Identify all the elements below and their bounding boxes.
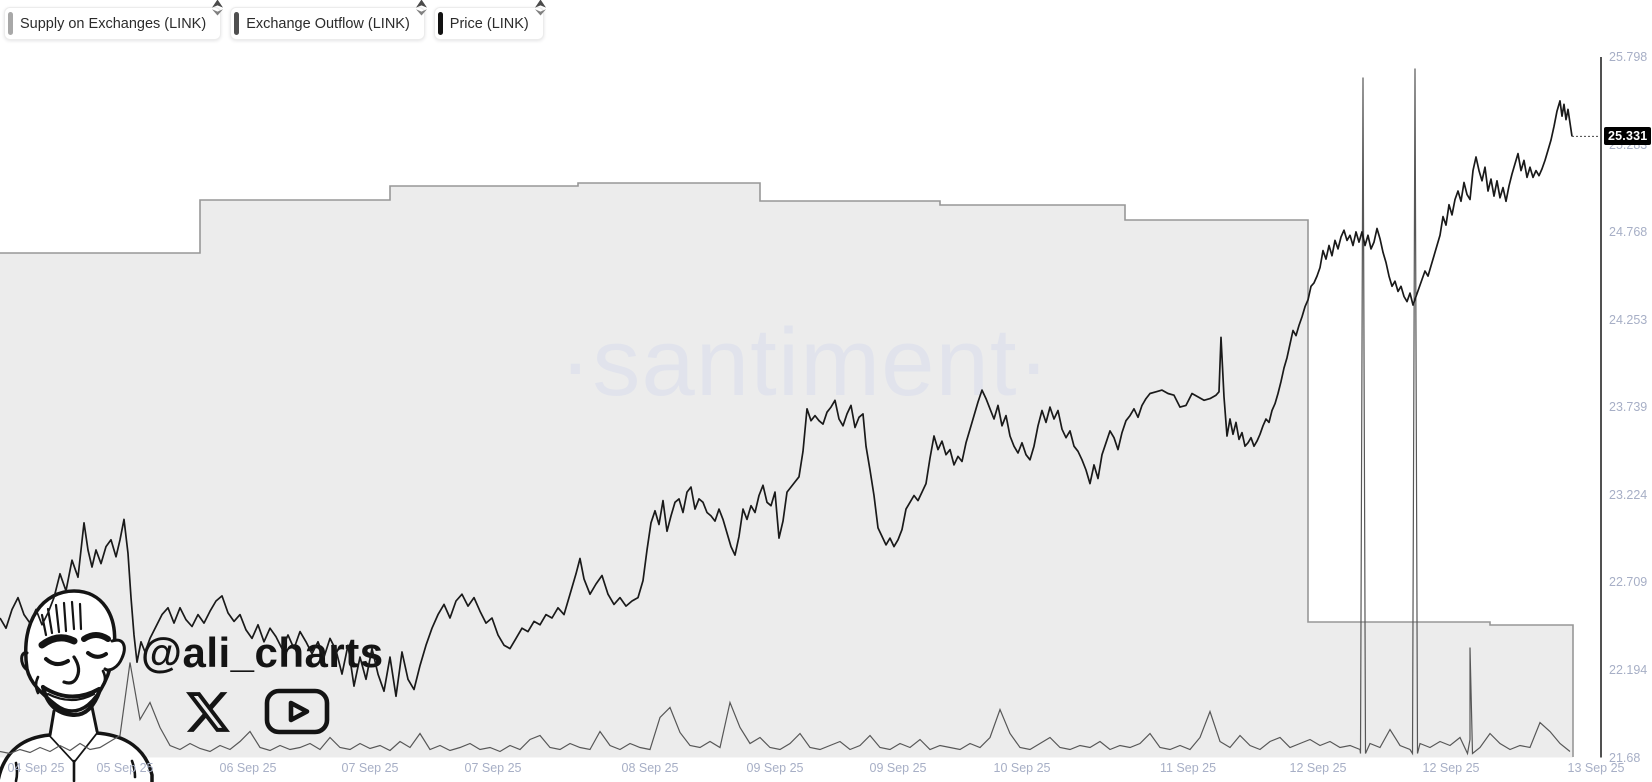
legend: Supply on Exchanges (LINK) Exchange Outf… [4,0,546,40]
chart-canvas[interactable] [0,44,1600,758]
outflow-series-color-bar [234,12,240,35]
y-axis-label: 23.739 [1609,400,1648,415]
y-axis-label: 22.194 [1609,662,1648,677]
x-axis-label: 05 Sep 25 [96,761,154,775]
x-axis-label: 12 Sep 25 [1289,761,1347,775]
x-axis-label: 10 Sep 25 [993,761,1051,775]
legend-label: Exchange Outflow (LINK) [246,15,410,32]
x-axis-label: 09 Sep 25 [869,761,927,775]
y-axis-label: 24.253 [1609,312,1648,327]
x-axis-label: 08 Sep 25 [621,761,679,775]
x-axis-label: 04 Sep 25 [7,761,65,775]
x-axis-label: 07 Sep 25 [341,761,399,775]
asset-diamond-icon [534,0,546,16]
x-axis-label: 09 Sep 25 [746,761,804,775]
legend-button-price[interactable]: Price (LINK) [433,0,546,40]
y-axis-label: 24.768 [1609,225,1648,240]
last-price-badge: 25.331 [1604,127,1652,145]
legend-button-exchange-outflow[interactable]: Exchange Outflow (LINK) [230,0,427,40]
legend-label: Price (LINK) [449,15,529,32]
price-series-color-bar [437,12,443,35]
supply-series-color-bar [8,12,13,35]
y-axis-label: 25.798 [1609,50,1648,64]
legend-button-supply-on-exchanges[interactable]: Supply on Exchanges (LINK) [4,0,224,40]
legend-label: Supply on Exchanges (LINK) [20,15,207,32]
x-axis-label: 06 Sep 25 [219,761,277,775]
y-axis-label: 23.224 [1609,487,1648,502]
x-axis-label: 12 Sep 25 [1422,761,1480,775]
x-axis-label: 07 Sep 25 [464,761,522,775]
y-axis-label: 22.709 [1609,575,1648,590]
asset-diamond-icon [212,0,224,16]
y-axis-label: 21.68 [1609,750,1641,765]
x-axis-label: 11 Sep 25 [1159,761,1217,775]
x-axis-label: 13 Sep 25 [1567,761,1625,775]
asset-diamond-icon [415,0,427,16]
